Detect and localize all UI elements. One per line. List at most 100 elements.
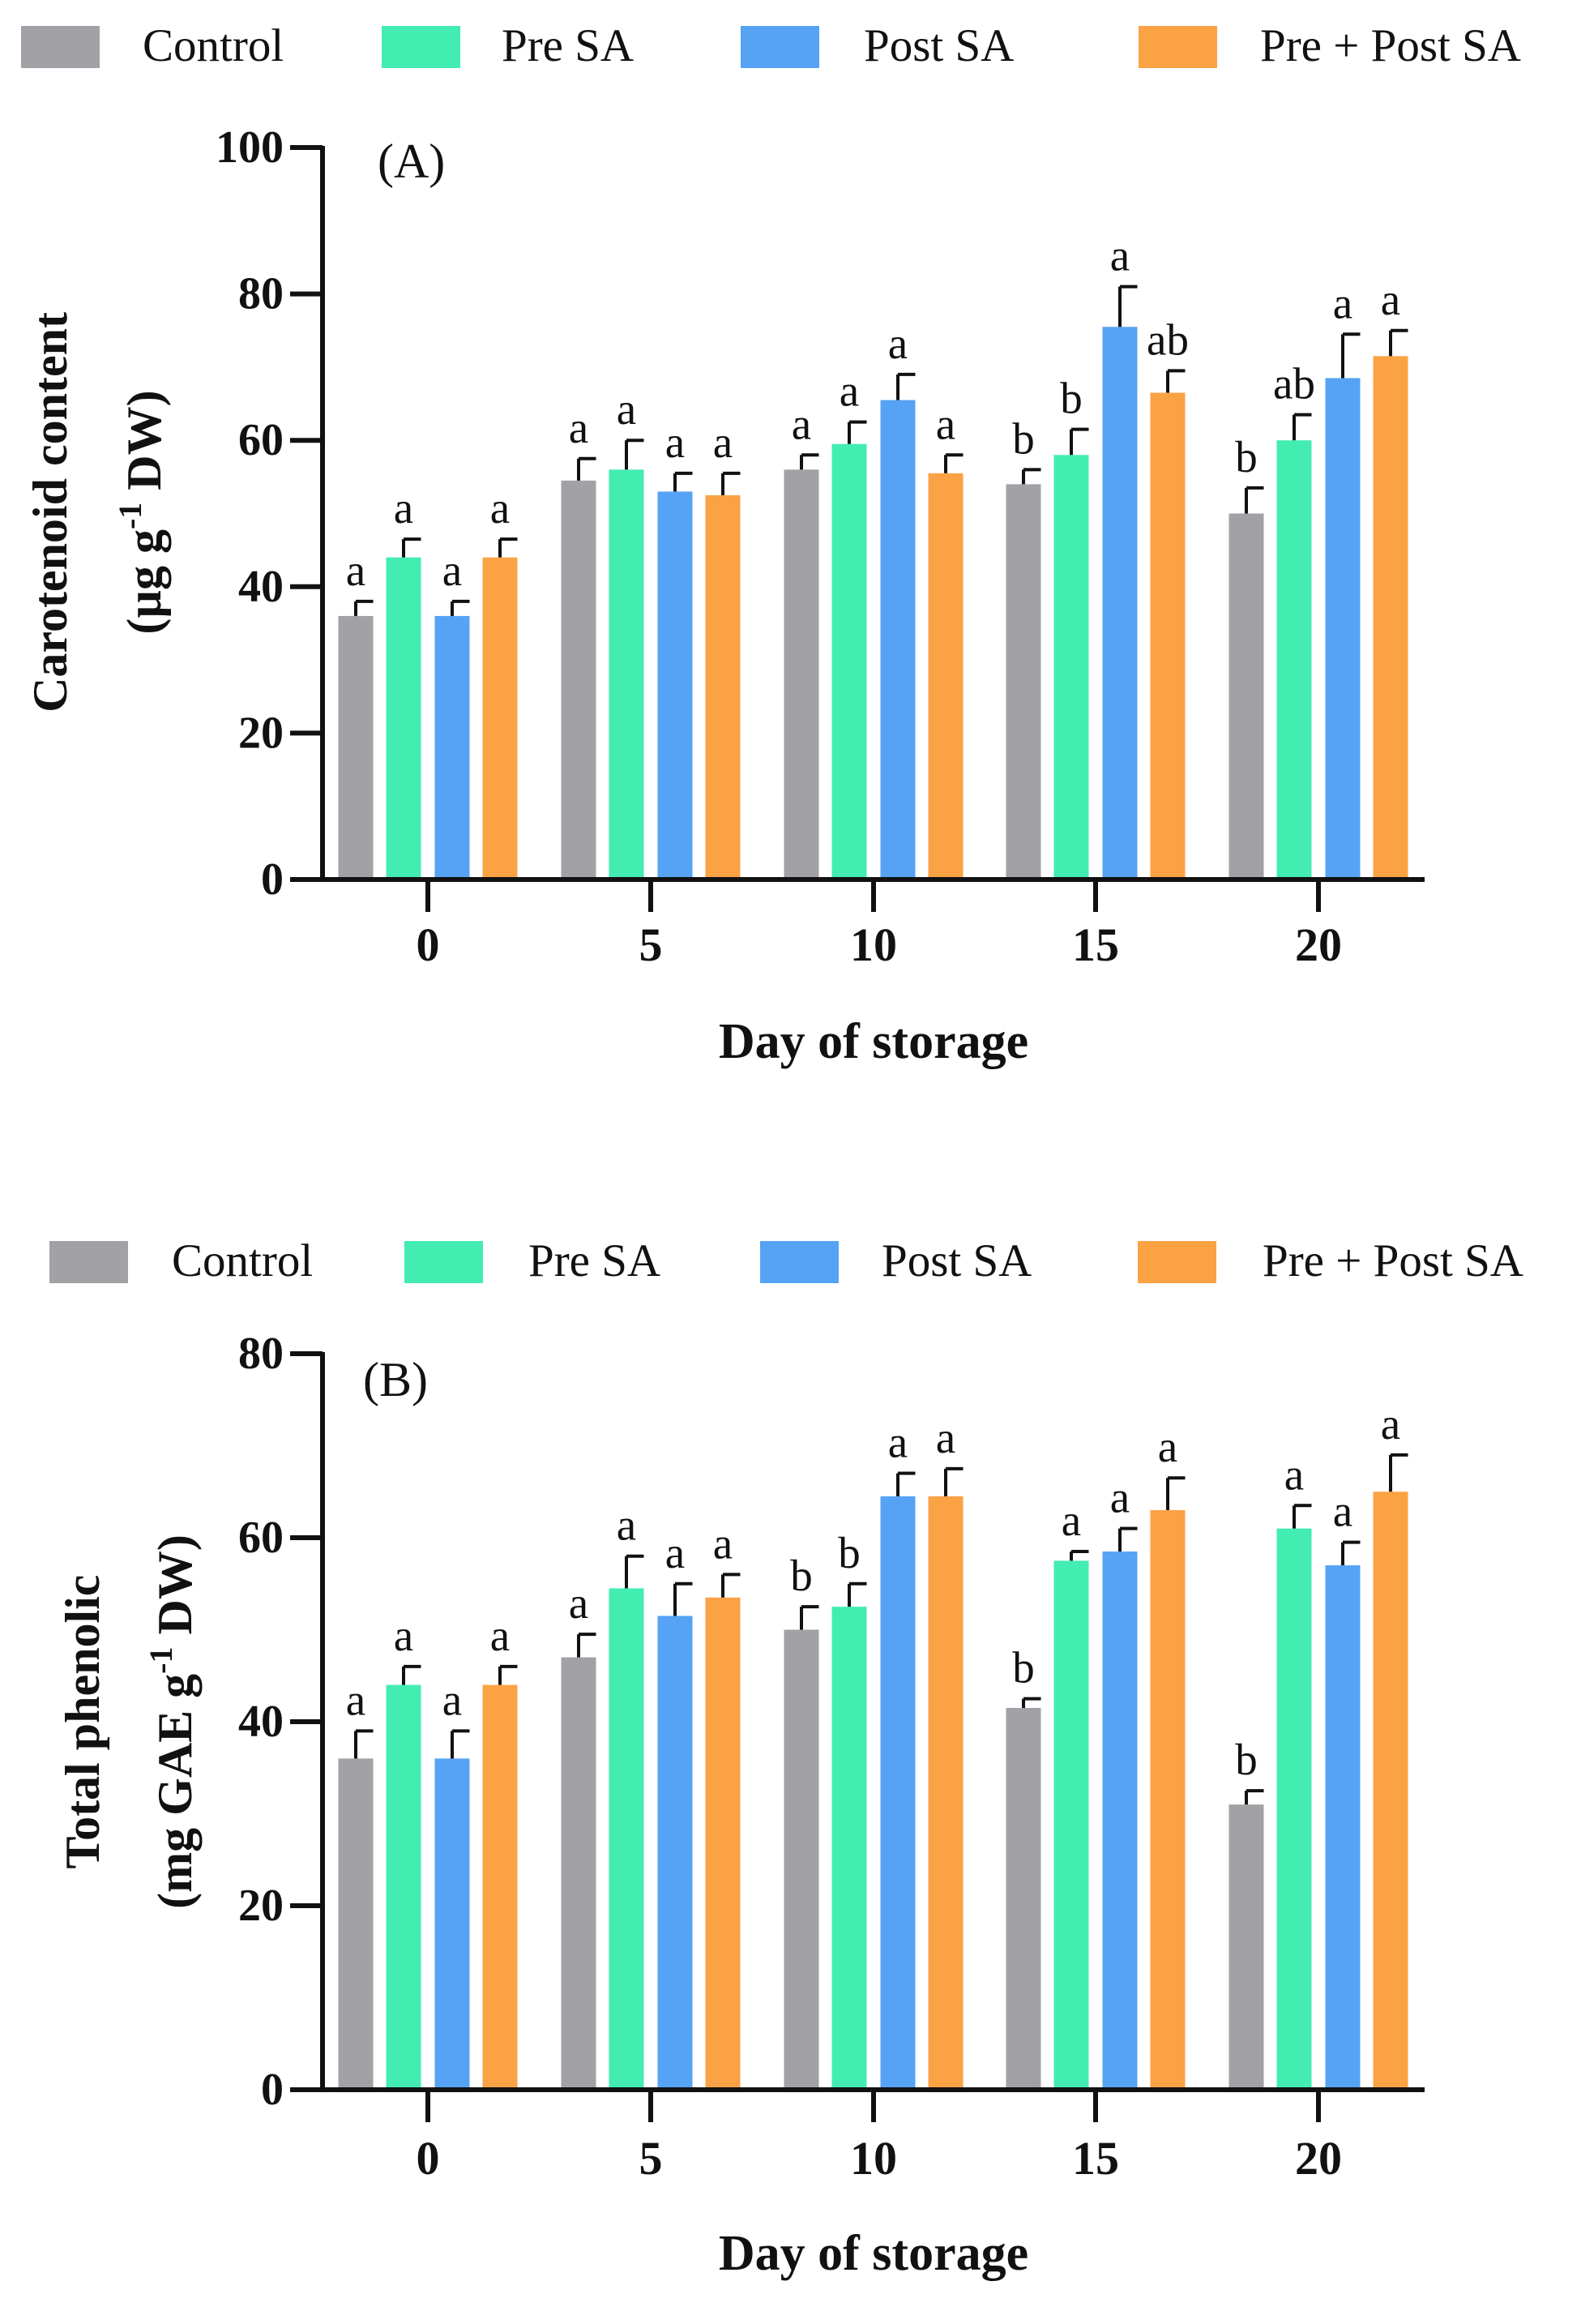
bar <box>1325 1565 1361 2087</box>
y-tick-label: 0 <box>261 2065 284 2115</box>
y-axis-unit: (µg g-1 DW) <box>112 390 171 634</box>
legend-swatch <box>21 26 100 68</box>
legend-label: Control <box>172 1235 313 1286</box>
y-axis-unit-part: (mg GAE g <box>148 1674 202 1909</box>
x-tick-label: 5 <box>639 918 663 971</box>
bar <box>338 1758 374 2087</box>
bar <box>434 1758 470 2087</box>
significance-letter: a <box>442 546 462 595</box>
significance-letter: a <box>713 1518 733 1568</box>
bar <box>1373 1492 1408 2087</box>
bar <box>928 1496 964 2087</box>
panel-label: (B) <box>363 1353 428 1406</box>
y-axis-title: Total phenolic <box>56 1575 109 1869</box>
bar <box>1006 1707 1041 2087</box>
significance-letter: a <box>840 366 859 416</box>
significance-letter: a <box>394 483 413 533</box>
legend-swatch <box>404 1241 483 1283</box>
y-axis-unit: (mg GAE g-1 DW) <box>143 1534 202 1909</box>
bar <box>1102 327 1138 877</box>
significance-letter: a <box>1110 231 1130 280</box>
legend-label: Post SA <box>864 20 1014 71</box>
significance-letter: a <box>1284 1449 1304 1499</box>
significance-letter: a <box>792 399 811 448</box>
x-tick-label: 5 <box>639 2132 663 2185</box>
bar <box>561 480 596 877</box>
bar <box>831 1607 867 2087</box>
y-tick-label: 100 <box>216 122 284 173</box>
bar <box>1102 1551 1138 2087</box>
significance-letter: a <box>569 1578 588 1628</box>
y-axis-unit-part: DW) <box>148 1534 202 1646</box>
legend-swatch <box>1139 26 1217 68</box>
legend-label: Post SA <box>882 1235 1032 1286</box>
significance-letter: a <box>394 1611 413 1660</box>
y-axis-unit-superscript: -1 <box>112 503 148 529</box>
significance-letter: a <box>569 403 588 452</box>
legend-label: Pre + Post SA <box>1260 20 1521 71</box>
significance-letter: a <box>936 399 955 448</box>
x-tick-label: 20 <box>1295 2132 1342 2185</box>
significance-letter: a <box>1333 1487 1352 1536</box>
bar <box>1228 513 1264 877</box>
significance-letter: a <box>617 384 636 434</box>
panel-label: (A) <box>378 135 445 188</box>
y-tick-label: 40 <box>238 1697 284 1747</box>
legend-swatch <box>760 1241 839 1283</box>
bar <box>1228 1804 1264 2087</box>
bar <box>1276 1528 1312 2087</box>
bar <box>831 443 867 877</box>
bar <box>1276 440 1312 877</box>
x-tick-label: 15 <box>1072 2132 1119 2185</box>
bar <box>657 491 693 877</box>
x-axis-title: Day of storage <box>719 1014 1028 1069</box>
significance-letter: a <box>490 1611 510 1660</box>
y-axis-unit-part: (µg g <box>118 529 171 635</box>
legend-swatch <box>1138 1241 1216 1283</box>
bar <box>880 400 916 877</box>
bar <box>386 557 421 877</box>
legend-label: Pre SA <box>502 20 634 71</box>
significance-letter: a <box>888 319 908 368</box>
y-tick-label: 80 <box>238 1329 284 1379</box>
bar <box>1325 378 1361 877</box>
significance-letter: a <box>1333 278 1352 327</box>
significance-letter: a <box>490 483 510 533</box>
chart-carotenoid: Control Pre SA Post SA Pre + Post SA 0 20 40 60… <box>21 20 1521 1069</box>
y-axis-title: Carotenoid content <box>24 312 77 713</box>
y-tick-label: 20 <box>238 708 284 758</box>
y-tick-label: 40 <box>238 562 284 612</box>
y-tick-label: 60 <box>238 415 284 465</box>
bar <box>434 615 470 877</box>
bar <box>338 615 374 877</box>
bar <box>705 494 741 877</box>
x-tick-label: 15 <box>1072 918 1119 971</box>
bar <box>928 473 964 877</box>
bar <box>1373 356 1408 878</box>
significance-letter: b <box>1235 432 1258 481</box>
significance-letter: a <box>665 1528 685 1577</box>
significance-letter: a <box>1158 1422 1177 1471</box>
significance-letter: b <box>1012 413 1035 463</box>
bar <box>386 1684 421 2087</box>
bar <box>705 1597 741 2087</box>
bar <box>609 469 644 877</box>
legend-swatch <box>49 1241 128 1283</box>
significance-letter: ab <box>1273 359 1315 409</box>
bar <box>784 469 819 877</box>
significance-letter: b <box>838 1528 861 1577</box>
bar <box>561 1657 596 2087</box>
significance-letter: a <box>713 417 733 467</box>
x-tick-label: 0 <box>417 918 440 971</box>
significance-letter: b <box>790 1551 813 1600</box>
x-tick-label: 10 <box>850 2132 897 2185</box>
significance-letter: ab <box>1147 315 1189 364</box>
y-tick-label: 80 <box>238 269 284 319</box>
legend-label: Control <box>143 20 284 71</box>
significance-letter: a <box>442 1675 462 1724</box>
bar <box>482 1684 518 2087</box>
bar <box>784 1629 819 2087</box>
y-axis-unit-part: DW) <box>118 390 171 502</box>
significance-letter: a <box>936 1413 955 1462</box>
